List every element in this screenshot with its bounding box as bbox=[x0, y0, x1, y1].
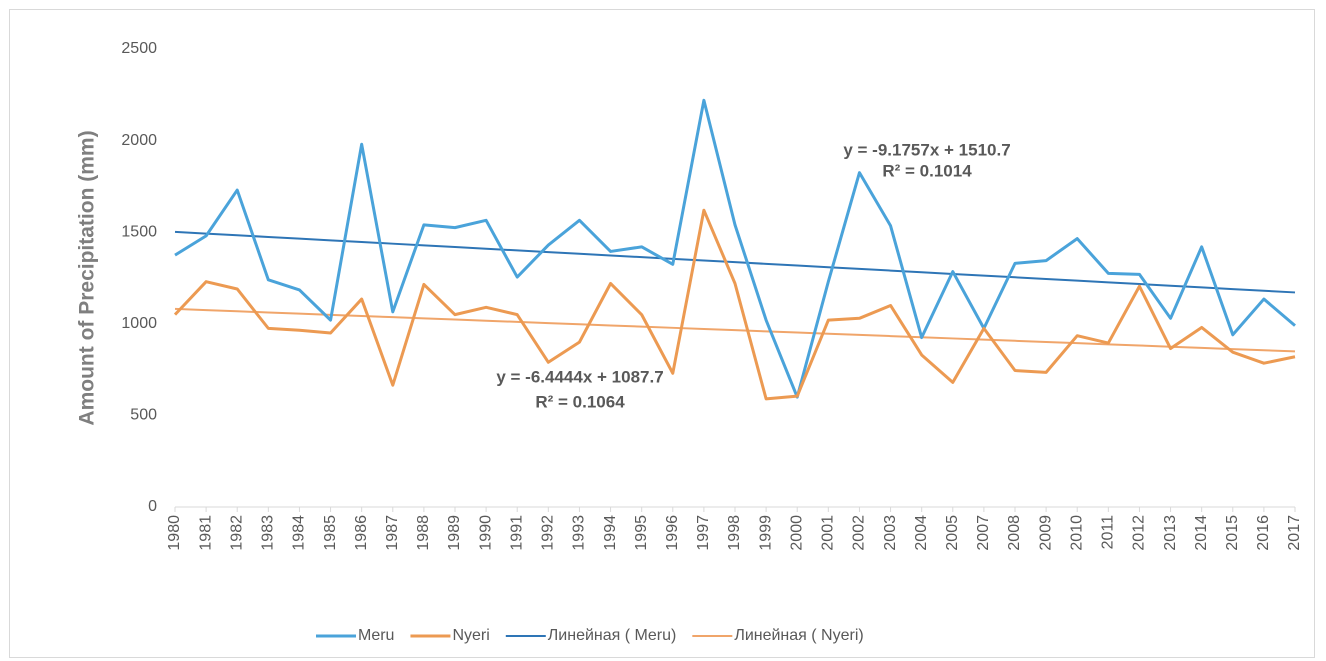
trend-r2: R² = 0.1064 bbox=[535, 392, 625, 411]
series-line bbox=[174, 98, 1296, 399]
x-tick-label: 1986 bbox=[353, 515, 370, 551]
x-tick-label: 2005 bbox=[944, 515, 961, 551]
x-tick-label: 1994 bbox=[602, 515, 619, 551]
x-tick-label: 2017 bbox=[1286, 515, 1303, 551]
x-tick-label: 1996 bbox=[664, 515, 681, 551]
x-tick-label: 1998 bbox=[726, 515, 743, 551]
trend-r2: R² = 0.1014 bbox=[882, 161, 972, 180]
x-tick-label: 1985 bbox=[322, 515, 339, 551]
y-tick-label: 2000 bbox=[121, 132, 157, 149]
x-tick-label: 1992 bbox=[540, 515, 557, 551]
chart-border bbox=[9, 9, 1315, 658]
y-tick-label: 1500 bbox=[121, 223, 157, 240]
x-tick-label: 1984 bbox=[291, 515, 308, 551]
y-tick-label: 0 bbox=[148, 498, 157, 515]
x-tick-label: 1988 bbox=[415, 515, 432, 551]
x-tick-label: 2012 bbox=[1131, 515, 1148, 551]
x-tick-label: 1983 bbox=[260, 515, 277, 551]
x-tick-label: 2001 bbox=[820, 515, 837, 551]
x-tick-label: 2014 bbox=[1193, 515, 1210, 551]
x-tick-label: 2008 bbox=[1006, 515, 1023, 551]
x-tick-label: 1995 bbox=[633, 515, 650, 551]
x-tick-label: 2004 bbox=[913, 515, 930, 551]
y-tick-label: 1000 bbox=[121, 315, 157, 332]
trend-equation: y = -9.1757x + 1510.7 bbox=[843, 140, 1010, 159]
y-tick-label: 500 bbox=[130, 407, 157, 424]
x-tick-label: 1993 bbox=[571, 515, 588, 551]
x-tick-label: 2010 bbox=[1068, 515, 1085, 551]
legend-label: Линейная ( Meru) bbox=[548, 627, 677, 644]
x-tick-label: 2011 bbox=[1100, 515, 1117, 550]
x-tick-label: 1987 bbox=[384, 515, 401, 551]
x-tick-label: 1999 bbox=[757, 515, 774, 551]
series-line bbox=[174, 230, 1296, 294]
legend-label: Линейная ( Nyeri) bbox=[734, 627, 863, 644]
legend-label: Nyeri bbox=[452, 627, 489, 644]
x-tick-label: 1991 bbox=[508, 515, 525, 551]
x-tick-label: 2007 bbox=[975, 515, 992, 551]
y-axis-title: Amount of Precipitation (mm) bbox=[76, 130, 99, 425]
trend-equation: y = -6.4444x + 1087.7 bbox=[496, 367, 663, 386]
x-tick-label: 1981 bbox=[197, 515, 214, 551]
x-tick-label: 1989 bbox=[446, 515, 463, 551]
y-tick-label: 2500 bbox=[121, 40, 157, 57]
x-tick-label: 1997 bbox=[695, 515, 712, 551]
x-tick-label: 2000 bbox=[788, 515, 805, 551]
series-line bbox=[173, 208, 1296, 401]
x-tick-label: 2015 bbox=[1224, 515, 1241, 551]
x-tick-label: 2009 bbox=[1037, 515, 1054, 551]
legend-label: Meru bbox=[358, 627, 394, 644]
x-tick-label: 1990 bbox=[477, 515, 494, 551]
x-tick-label: 2016 bbox=[1255, 515, 1272, 551]
x-tick-label: 2013 bbox=[1162, 515, 1179, 551]
x-tick-label: 1980 bbox=[166, 515, 183, 551]
x-tick-label: 2002 bbox=[851, 515, 868, 551]
x-tick-label: 2003 bbox=[882, 515, 899, 551]
x-tick-label: 1982 bbox=[228, 515, 245, 551]
